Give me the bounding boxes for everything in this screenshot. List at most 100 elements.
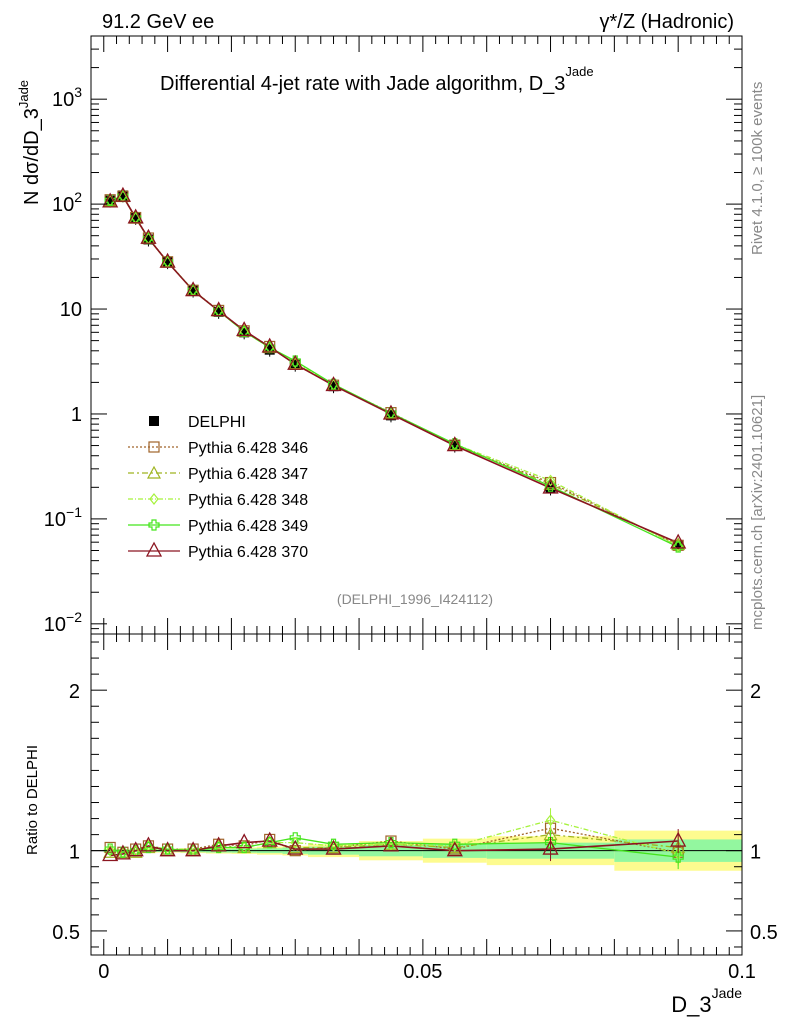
legend-marker-p370 <box>145 541 163 557</box>
main-point-p370 <box>261 337 278 353</box>
ratio-point-p370 <box>287 839 304 855</box>
ratio-point-p346 <box>449 843 461 855</box>
main-y-tick-label: 1 <box>71 404 82 426</box>
ratio-point-p370 <box>261 831 278 847</box>
main-point-p370 <box>140 228 157 244</box>
main-point-data <box>143 234 154 245</box>
main-panel: 10−2 10−1 1 10 102 103 Differential 4-jet rat… <box>16 35 743 636</box>
legend-marker-p346 <box>148 441 160 453</box>
main-point-data <box>290 359 301 370</box>
main-point-p370 <box>542 478 559 494</box>
main-y-tick-label: 10 <box>60 299 82 321</box>
ratio-point-p348 <box>105 844 115 857</box>
legend-label-p346: Pythia 6.428 346 <box>188 440 308 457</box>
main-point-data <box>213 306 224 317</box>
main-point-p370 <box>185 281 202 297</box>
main-point-p349 <box>238 325 250 338</box>
main-point-p370 <box>159 252 176 268</box>
main-point-data <box>385 410 396 421</box>
main-point-data <box>117 190 128 201</box>
legend-label-p348: Pythia 6.428 348 <box>188 492 308 509</box>
main-point-p370 <box>102 192 119 208</box>
main-point-p349 <box>385 407 397 419</box>
legend: DELPHI Pythia 6.428 346 Pythia 6.428 347 Py… <box>128 414 308 561</box>
legend-marker-p347 <box>146 465 162 479</box>
analysis-watermark: (DELPHI_1996_I424112) <box>337 591 493 607</box>
ratio-y-tick-label: 0.5 <box>52 922 80 944</box>
ratio-point-p348 <box>450 839 460 852</box>
main-axes: 10−2 10−1 1 10 102 103 <box>44 35 743 636</box>
ratio-point-p349 <box>104 843 116 855</box>
ratio-y-axis-label: Ratio to DELPHI <box>24 745 41 855</box>
ratio-point-p370 <box>236 833 253 849</box>
ratio-point-p349 <box>142 841 155 854</box>
main-y-tick-label: 10−2 <box>44 609 82 636</box>
main-point-data <box>264 344 275 355</box>
ratio-point-p370 <box>670 831 687 847</box>
ratio-point-p370 <box>159 841 176 857</box>
ratio-point-p349 <box>289 832 301 844</box>
process-label: γ*/Z (Hadronic) <box>600 11 734 33</box>
legend-marker-p349 <box>148 519 160 531</box>
ratio-y-tick-label-right: 1 <box>750 842 761 864</box>
ratio-y-tick-label: 1 <box>69 842 80 864</box>
main-point-data <box>545 483 556 494</box>
ratio-point-p349 <box>672 851 684 863</box>
main-point-data <box>130 212 141 223</box>
ratio-point-p349 <box>449 838 461 850</box>
legend-label-p347: Pythia 6.428 347 <box>188 466 308 483</box>
ratio-point-p348 <box>545 814 556 827</box>
main-point-data <box>239 327 250 338</box>
main-point-p370 <box>236 321 253 337</box>
main-point-data <box>105 195 116 206</box>
rivet-label: Rivet 4.1.0, ≥ 100k events <box>749 82 766 255</box>
ratio-point-p349 <box>544 837 557 849</box>
main-point-p348 <box>545 474 556 487</box>
ratio-point-p370 <box>542 839 559 855</box>
main-y-tick-label: 102 <box>52 189 82 216</box>
x-axis-label: D_3Jade <box>671 985 742 1017</box>
main-y-axis-label: N dσ/dD_3Jade <box>16 80 43 205</box>
main-point-p370 <box>670 533 687 549</box>
legend-label-data: DELPHI <box>188 414 246 431</box>
legend-marker-p348 <box>149 493 159 505</box>
main-y-tick-label: 10−1 <box>44 504 82 531</box>
ratio-y-tick-label: 2 <box>69 681 80 703</box>
main-series-markers <box>102 186 687 553</box>
mcplots-label: mcplots.cern.ch [arXiv:2401.10621] <box>749 395 766 630</box>
main-point-p370 <box>287 354 304 370</box>
ratio-point-p348 <box>290 836 301 849</box>
ratio-point-p348 <box>328 839 339 852</box>
energy-label: 91.2 GeV ee <box>102 11 214 33</box>
chart-title: Differential 4-jet rate with Jade algori… <box>160 64 594 95</box>
main-point-p370 <box>382 404 400 420</box>
x-tick-label: 0 <box>98 961 109 983</box>
ratio-point-p349 <box>264 837 276 849</box>
main-line-p370 <box>109 195 679 544</box>
ratio-point-p349 <box>238 841 250 854</box>
ratio-frame <box>90 633 743 956</box>
main-point-p370 <box>325 376 342 392</box>
ratio-point-p370 <box>446 841 463 857</box>
main-point-data <box>449 440 460 451</box>
main-point-data <box>328 381 339 392</box>
ratio-point-p370 <box>185 841 202 857</box>
ratio-point-p370 <box>382 836 400 852</box>
ratio-point-p349 <box>327 838 340 850</box>
ratio-point-p370 <box>140 836 157 852</box>
ratio-point-p349 <box>213 841 225 854</box>
main-point-data <box>188 285 199 296</box>
main-point-data <box>162 257 173 268</box>
main-point-p370 <box>210 301 227 317</box>
x-tick-label: 0.05 <box>403 961 442 983</box>
ratio-point-p370 <box>114 844 131 860</box>
main-point-p370 <box>446 436 463 452</box>
ratio-y-tick-label-right: 0.5 <box>750 922 778 944</box>
ratio-point-p370 <box>102 846 119 862</box>
legend-label-p370: Pythia 6.428 370 <box>188 544 308 561</box>
legend-marker-data <box>149 416 159 426</box>
ratio-panel: 0.5 0.5 1 1 2 2 0 0.05 0.1 Ratio to DELPHI D_3Ja… <box>24 633 778 1017</box>
ratio-y-tick-label-right: 2 <box>750 681 761 703</box>
main-point-data <box>673 540 684 551</box>
ratio-axes: 0.5 0.5 1 1 2 2 0 0.05 0.1 <box>52 633 778 983</box>
